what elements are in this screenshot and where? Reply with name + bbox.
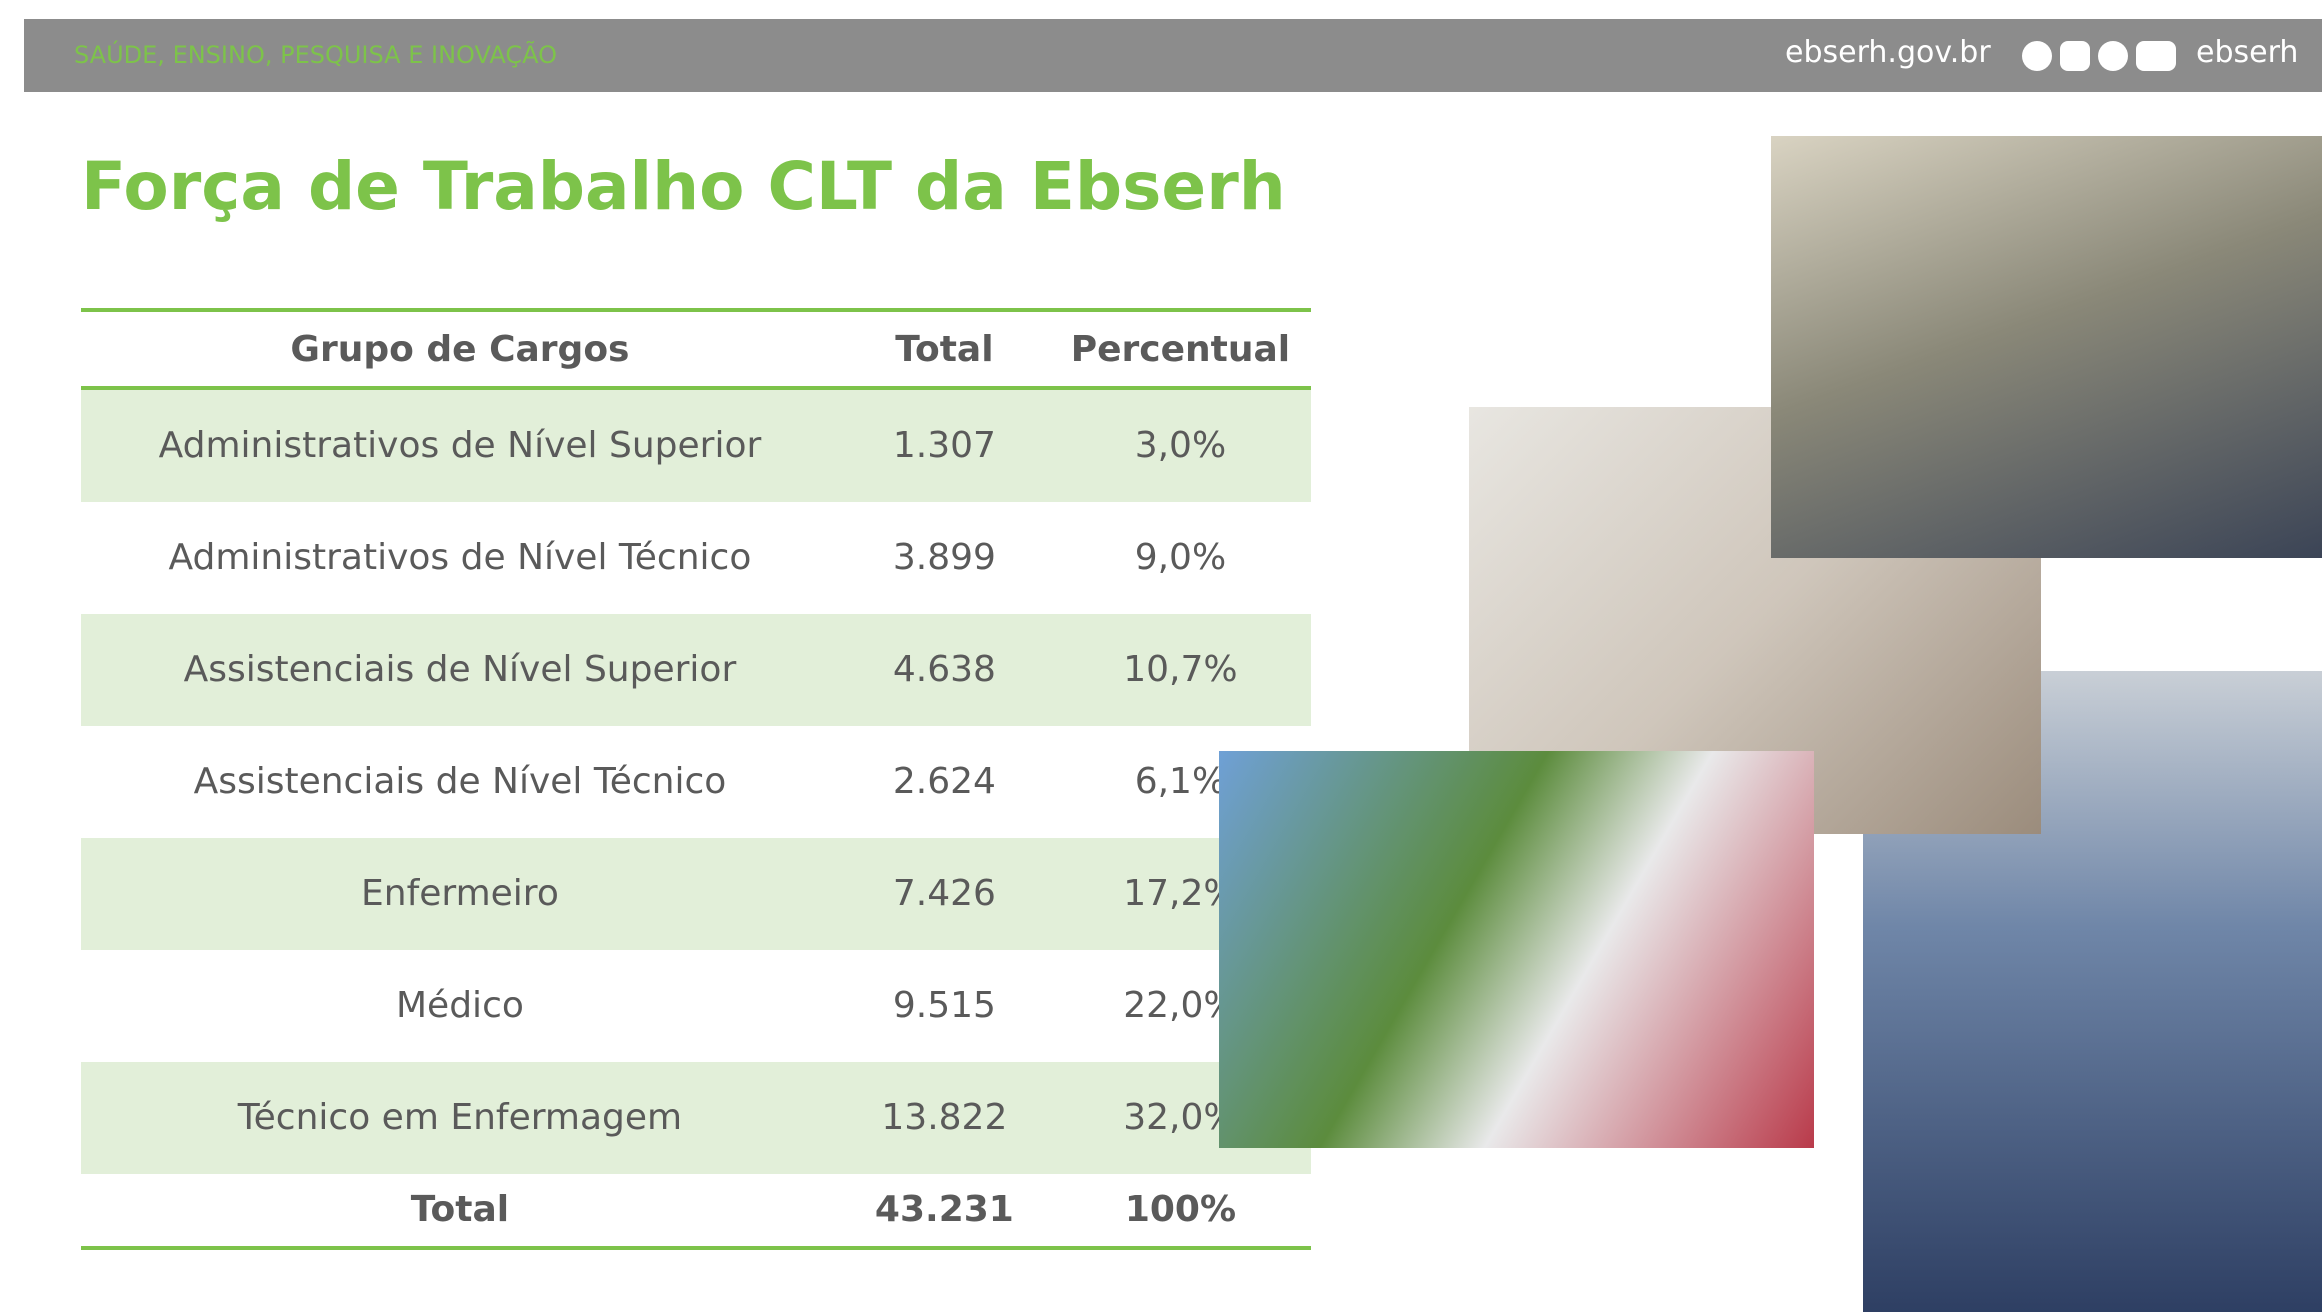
total-row: Total 43.231 100% <box>81 1174 1311 1250</box>
table-cell: 22,0% <box>1123 985 1238 1026</box>
table-row: Técnico em Enfermagem 13.822 32,0% <box>81 1062 1311 1174</box>
table-cell: 1.307 <box>838 388 1050 502</box>
table-cell: 9,0% <box>1134 537 1227 578</box>
twitter-icon[interactable] <box>2098 41 2128 71</box>
table-cell: Assistenciais de Nível Técnico <box>193 761 727 802</box>
table-cell: Enfermeiro <box>81 838 839 950</box>
column-header: Total <box>838 308 1050 390</box>
header-row: Grupo de Cargos Total Percentual <box>81 308 1311 390</box>
table-cell: Administrativos de Nível Técnico <box>168 537 752 578</box>
column-header: Grupo de Cargos <box>81 308 839 390</box>
table-cell: Administrativos de Nível Superior <box>81 388 839 502</box>
table-cell: 13.822 <box>838 1062 1050 1174</box>
photo <box>1771 136 2322 558</box>
table-cell: 2.624 <box>892 761 996 802</box>
instagram-icon[interactable] <box>2060 41 2090 71</box>
page-title: Força de Trabalho CLT da Ebserh <box>81 148 1286 225</box>
table-cell: 7.426 <box>838 838 1050 950</box>
table-cell: 6,1% <box>1134 761 1227 802</box>
table-row: Administrativos de Nível Técnico 3.899 9,0… <box>81 502 1311 614</box>
youtube-icon[interactable] <box>2136 41 2176 71</box>
table-cell: Assistenciais de Nível Superior <box>81 614 839 726</box>
social-handle: ebserh <box>2196 35 2299 70</box>
table-cell: 32,0% <box>1049 1062 1311 1174</box>
total-cell: 100% <box>1049 1174 1311 1250</box>
site-link[interactable]: ebserh.gov.br <box>1785 35 1991 70</box>
facebook-icon[interactable] <box>2022 41 2052 71</box>
total-cell: Total <box>81 1174 839 1250</box>
total-cell: 43.231 <box>838 1174 1050 1250</box>
photo <box>1219 751 1814 1148</box>
table-cell: 10,7% <box>1049 614 1311 726</box>
table-row: Assistenciais de Nível Técnico 2.624 6,1% <box>81 726 1311 838</box>
table-row: Médico 9.515 22,0% <box>81 950 1311 1062</box>
table-row: Administrativos de Nível Superior 1.307 3,… <box>81 388 1311 502</box>
workforce-table: Grupo de Cargos Total Percentual Administr… <box>81 308 1311 1250</box>
table-cell: Médico <box>396 985 524 1026</box>
table-cell: Técnico em Enfermagem <box>81 1062 839 1174</box>
table-body: Administrativos de Nível Superior 1.307 3,… <box>81 388 1311 1250</box>
table-cell: 3,0% <box>1049 388 1311 502</box>
header-bar: SAÚDE, ENSINO, PESQUISA E INOVAÇÃO ebser… <box>24 19 2322 92</box>
table-cell: 9.515 <box>892 985 996 1026</box>
table-cell: 4.638 <box>838 614 1050 726</box>
table-row: Enfermeiro 7.426 17,2% <box>81 838 1311 950</box>
tagline: SAÚDE, ENSINO, PESQUISA E INOVAÇÃO <box>74 41 558 69</box>
table-row: Assistenciais de Nível Superior 4.638 10,7… <box>81 614 1311 726</box>
column-header: Percentual <box>1049 308 1311 390</box>
table-cell: 3.899 <box>892 537 996 578</box>
